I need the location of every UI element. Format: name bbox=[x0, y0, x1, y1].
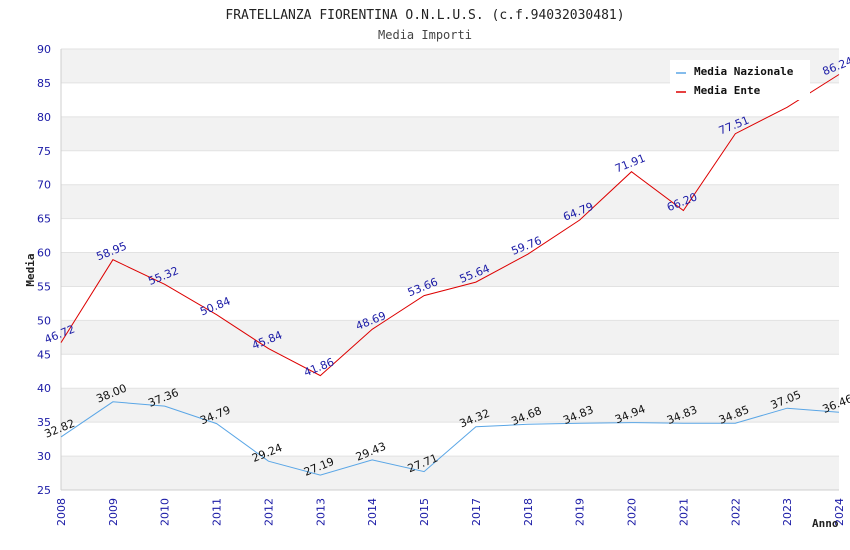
x-tick-label: 2015 bbox=[418, 498, 431, 526]
y-tick-label: 90 bbox=[37, 43, 51, 56]
chart-title: FRATELLANZA FIORENTINA O.N.L.U.S. (c.f.9… bbox=[225, 8, 624, 23]
x-tick-label: 2017 bbox=[470, 498, 483, 526]
grid-band bbox=[61, 116, 839, 151]
series-line-ente bbox=[60, 74, 840, 377]
x-tick-label: 2023 bbox=[781, 498, 794, 526]
chart-subtitle: Media Importi bbox=[378, 28, 472, 42]
y-tick-label: 25 bbox=[37, 484, 51, 497]
y-axis-label: Media bbox=[24, 253, 37, 286]
grid-band bbox=[61, 320, 839, 355]
x-tick-label: 2020 bbox=[626, 498, 639, 526]
y-axis-ticks: 25 30 35 40 45 50 55 60 65 70 75 80 85 90 bbox=[37, 43, 51, 497]
y-tick-label: 35 bbox=[37, 416, 51, 429]
y-tick-label: 85 bbox=[37, 77, 51, 90]
series-line-nazionale bbox=[60, 401, 840, 476]
y-tick-label: 80 bbox=[37, 111, 51, 124]
x-tick-label: 2008 bbox=[55, 498, 68, 526]
x-tick-label: 2021 bbox=[677, 498, 690, 526]
x-tick-label: 2019 bbox=[574, 498, 587, 526]
data-label: 50.84 bbox=[198, 295, 232, 319]
x-tick-label: 2010 bbox=[159, 498, 172, 526]
x-tick-label: 2013 bbox=[314, 498, 327, 526]
x-tick-label: 2024 bbox=[833, 498, 846, 526]
grid-band bbox=[61, 456, 839, 490]
data-label: 71.91 bbox=[613, 152, 647, 176]
x-tick-label: 2012 bbox=[262, 498, 275, 526]
x-axis-ticks: 2008 2009 2010 2011 2012 2013 2014 2015 2017 2018… bbox=[55, 498, 846, 526]
grid-band bbox=[61, 184, 839, 219]
grid-band bbox=[61, 388, 839, 423]
y-tick-label: 45 bbox=[37, 348, 51, 361]
x-tick-label: 2018 bbox=[522, 498, 535, 526]
x-tick-label: 2022 bbox=[729, 498, 742, 526]
y-tick-label: 65 bbox=[37, 213, 51, 226]
y-tick-label: 55 bbox=[37, 280, 51, 293]
grid-band bbox=[61, 252, 839, 287]
y-tick-label: 60 bbox=[37, 247, 51, 260]
legend-box bbox=[670, 60, 810, 100]
x-tick-label: 2009 bbox=[107, 498, 120, 526]
y-tick-label: 50 bbox=[37, 314, 51, 327]
x-tick-label: 2014 bbox=[366, 498, 379, 526]
x-tick-label: 2011 bbox=[211, 498, 224, 526]
y-tick-label: 75 bbox=[37, 145, 51, 158]
data-label: 41.86 bbox=[302, 355, 336, 379]
grid-bands bbox=[60, 48, 839, 491]
series-group bbox=[60, 74, 840, 476]
legend-label-nazionale: Media Nazionale bbox=[694, 65, 794, 78]
x-axis-label: Anno bbox=[812, 517, 839, 530]
y-tick-label: 40 bbox=[37, 382, 51, 395]
y-tick-label: 70 bbox=[37, 179, 51, 192]
legend-label-ente: Media Ente bbox=[694, 84, 761, 97]
y-tick-label: 30 bbox=[37, 450, 51, 463]
legend: Media Nazionale Media Ente bbox=[670, 60, 810, 100]
